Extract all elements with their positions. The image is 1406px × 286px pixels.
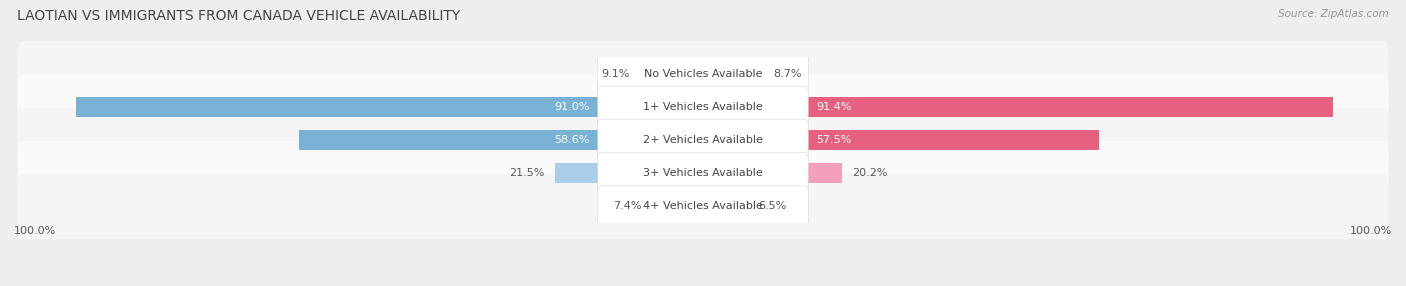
- Text: 57.5%: 57.5%: [817, 135, 852, 145]
- FancyBboxPatch shape: [598, 53, 808, 94]
- Text: No Vehicles Available: No Vehicles Available: [644, 69, 762, 79]
- Bar: [652, 196, 703, 217]
- FancyBboxPatch shape: [598, 186, 808, 227]
- FancyBboxPatch shape: [17, 41, 1389, 106]
- FancyBboxPatch shape: [17, 141, 1389, 206]
- Text: 20.2%: 20.2%: [852, 168, 889, 178]
- Bar: [76, 97, 703, 117]
- Text: 7.4%: 7.4%: [613, 202, 641, 211]
- Text: LAOTIAN VS IMMIGRANTS FROM CANADA VEHICLE AVAILABILITY: LAOTIAN VS IMMIGRANTS FROM CANADA VEHICL…: [17, 9, 460, 23]
- FancyBboxPatch shape: [17, 174, 1389, 239]
- FancyBboxPatch shape: [17, 108, 1389, 173]
- Text: 91.0%: 91.0%: [554, 102, 589, 112]
- Text: 1+ Vehicles Available: 1+ Vehicles Available: [643, 102, 763, 112]
- Bar: [640, 64, 703, 84]
- Text: Source: ZipAtlas.com: Source: ZipAtlas.com: [1278, 9, 1389, 19]
- Text: 6.5%: 6.5%: [758, 202, 786, 211]
- Text: 100.0%: 100.0%: [1350, 226, 1392, 236]
- Bar: [703, 196, 748, 217]
- Text: 4+ Vehicles Available: 4+ Vehicles Available: [643, 202, 763, 211]
- Text: 91.4%: 91.4%: [817, 102, 852, 112]
- Text: 58.6%: 58.6%: [554, 135, 589, 145]
- Bar: [703, 64, 763, 84]
- FancyBboxPatch shape: [598, 86, 808, 128]
- Bar: [703, 163, 842, 183]
- Bar: [703, 97, 1333, 117]
- Bar: [555, 163, 703, 183]
- Text: 21.5%: 21.5%: [509, 168, 544, 178]
- Bar: [703, 130, 1099, 150]
- Text: 9.1%: 9.1%: [602, 69, 630, 79]
- FancyBboxPatch shape: [598, 153, 808, 194]
- Text: 3+ Vehicles Available: 3+ Vehicles Available: [643, 168, 763, 178]
- FancyBboxPatch shape: [598, 120, 808, 161]
- Text: 8.7%: 8.7%: [773, 69, 801, 79]
- Text: 2+ Vehicles Available: 2+ Vehicles Available: [643, 135, 763, 145]
- Text: 100.0%: 100.0%: [14, 226, 56, 236]
- Bar: [299, 130, 703, 150]
- FancyBboxPatch shape: [17, 74, 1389, 140]
